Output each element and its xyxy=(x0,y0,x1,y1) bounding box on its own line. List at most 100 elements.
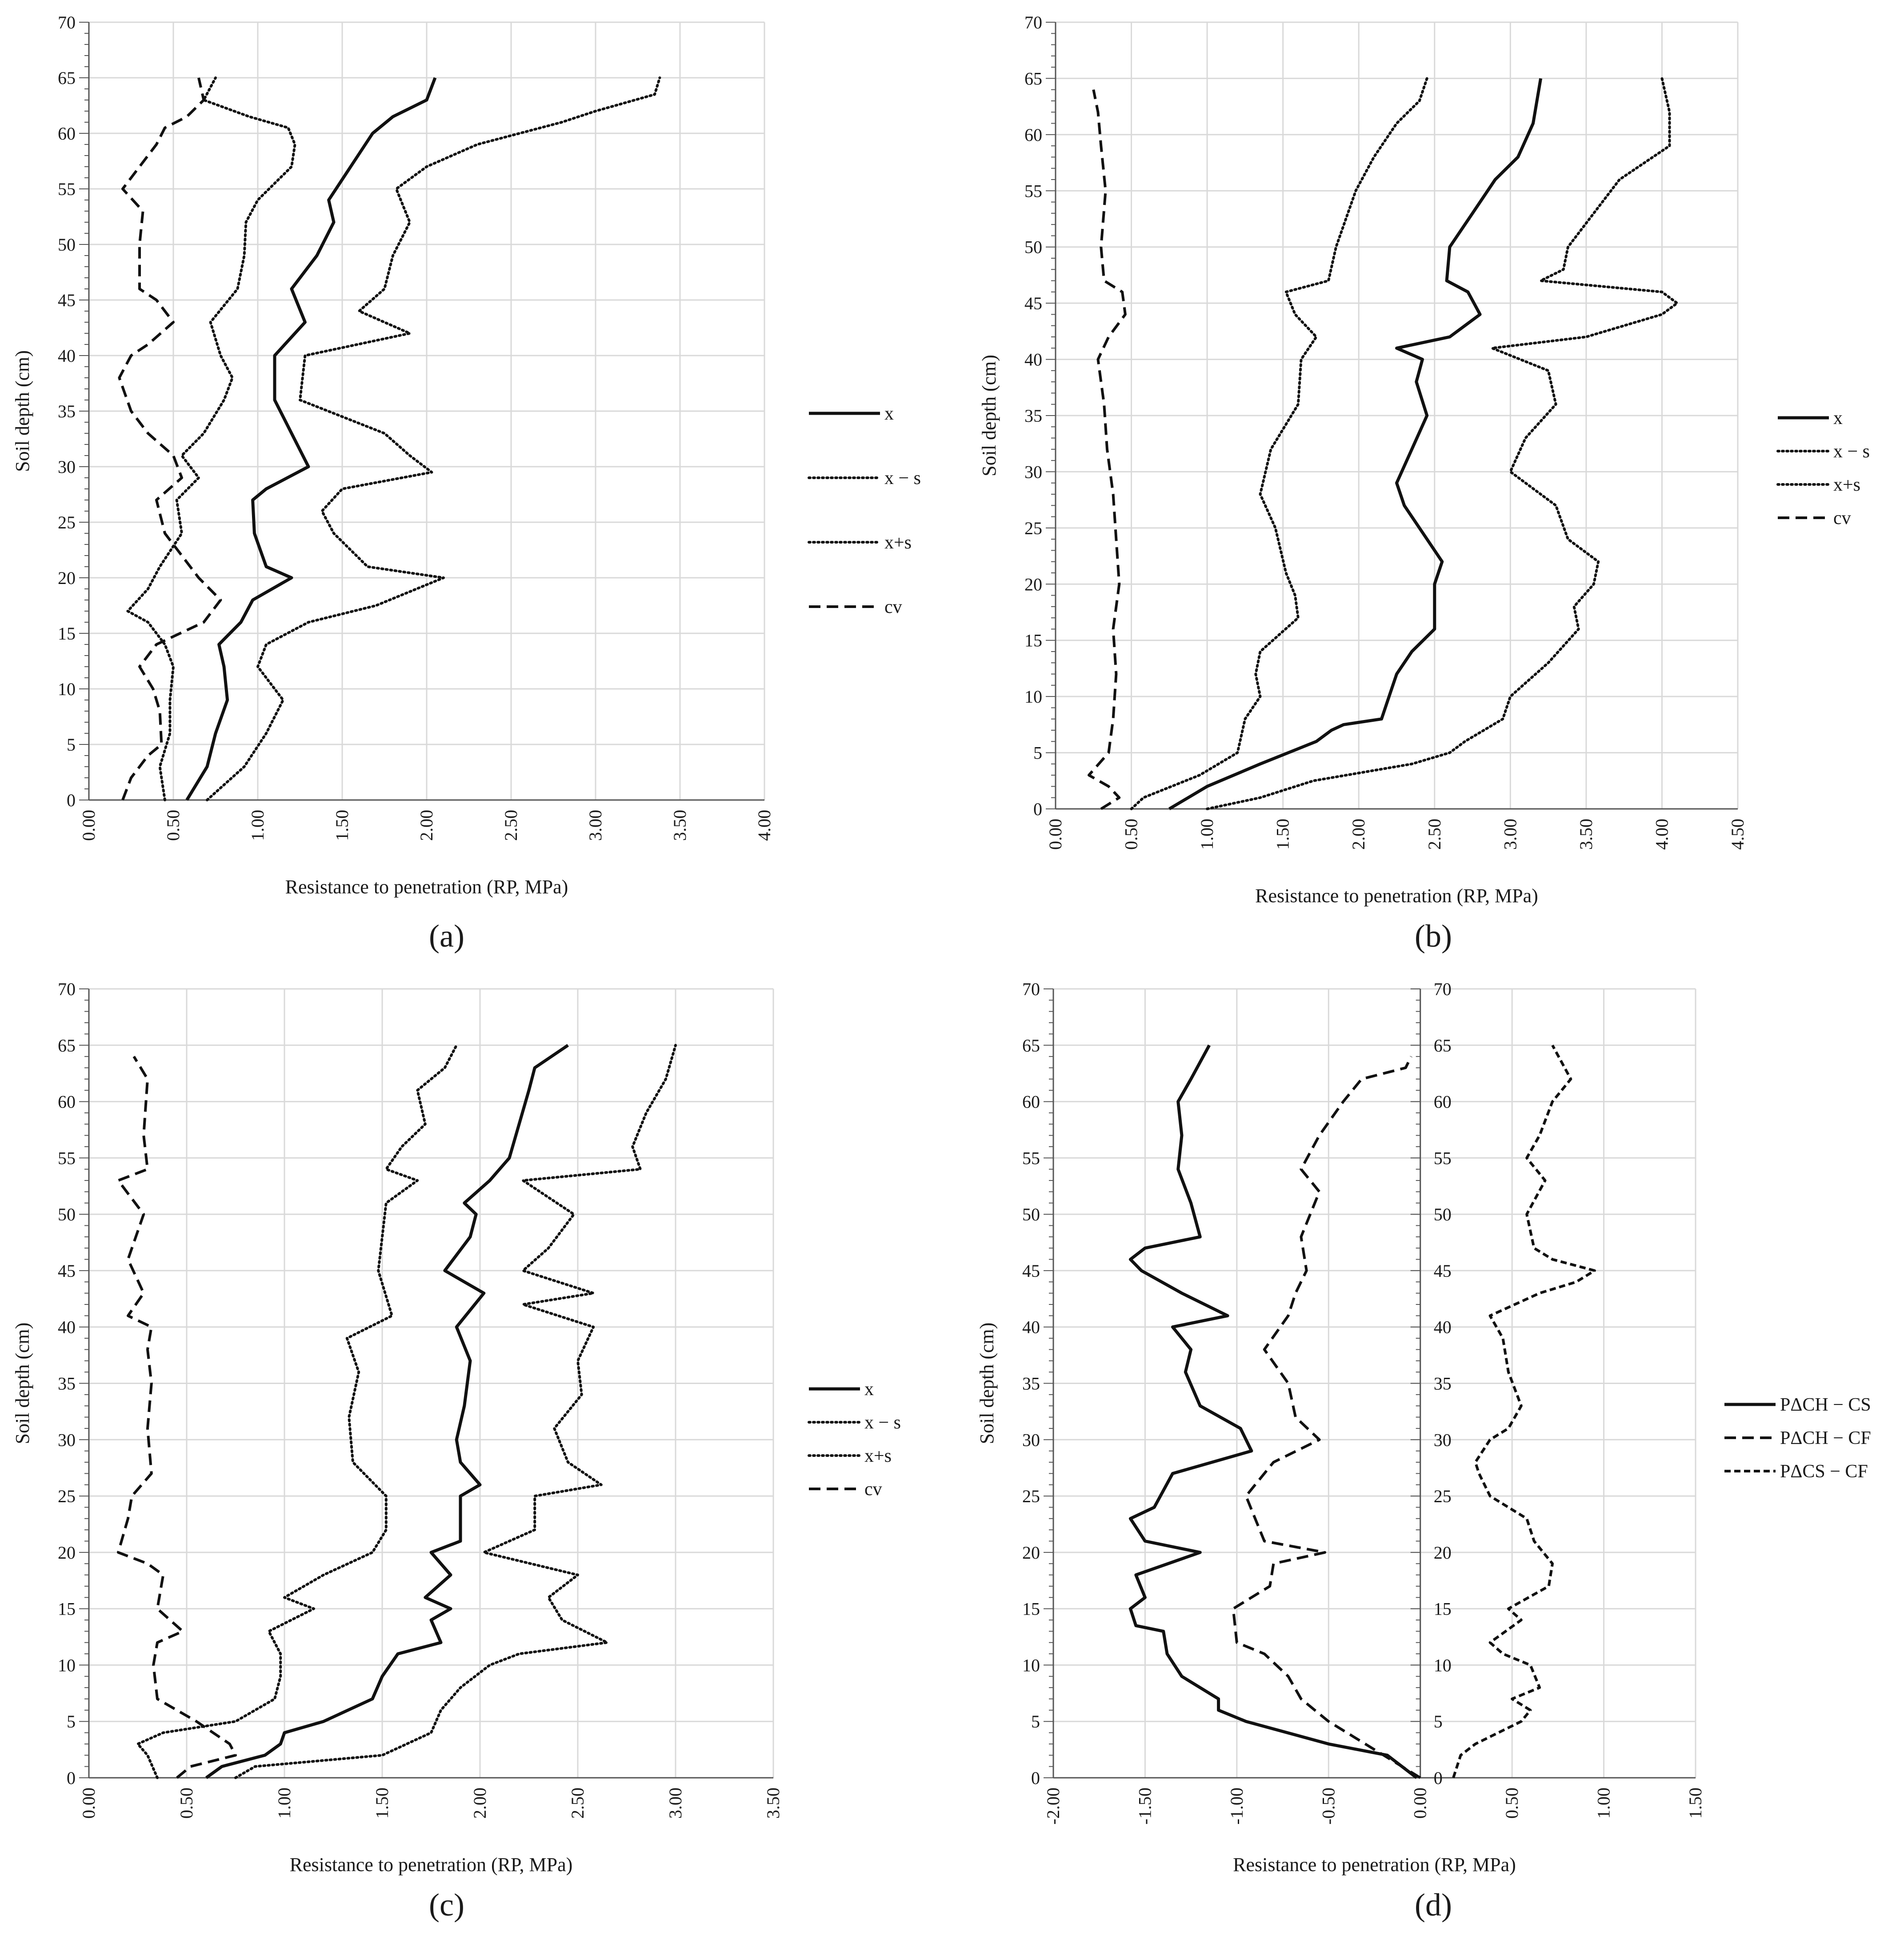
x-tick-label: 1.00 xyxy=(248,810,268,841)
legend-label: PΔCS − CF xyxy=(1780,1461,1868,1482)
y-tick-label: 40 xyxy=(58,346,76,366)
y-tick-label: 20 xyxy=(1024,574,1042,594)
x-tick-label: -0.50 xyxy=(1318,1788,1338,1824)
legend-label: x xyxy=(884,404,894,424)
y-tick-label: 20 xyxy=(1022,1543,1040,1563)
y-tick-label: 65 xyxy=(58,1036,76,1056)
y-tick-label: 60 xyxy=(58,124,76,144)
y-tick-label: 15 xyxy=(58,1599,76,1619)
series-line xyxy=(185,77,437,801)
x-tick-label: 0.50 xyxy=(1502,1788,1522,1819)
y-tick-label: 0 xyxy=(67,790,76,810)
zero-axis-tick-label: 55 xyxy=(1434,1148,1452,1168)
zero-axis-tick-label: 45 xyxy=(1434,1261,1452,1281)
y-tick-label: 5 xyxy=(1031,1712,1040,1732)
x-tick-label: 2.50 xyxy=(501,810,521,841)
series-line xyxy=(234,1044,677,1779)
y-tick-label: 35 xyxy=(58,401,76,421)
y-tick-label: 15 xyxy=(58,624,76,644)
x-axis-label: Resistance to penetration (RP, MPa) xyxy=(1255,885,1538,907)
y-tick-label: 10 xyxy=(1024,687,1042,707)
zero-axis-tick-label: 20 xyxy=(1434,1543,1452,1563)
y-tick-label: 50 xyxy=(58,1204,76,1224)
series-line xyxy=(136,1044,458,1779)
y-axis-label: Soil depth (cm) xyxy=(978,355,1000,476)
y-tick-label: 70 xyxy=(1024,12,1042,32)
zero-axis-tick-label: 70 xyxy=(1434,979,1452,999)
panel-d-chart: -2.00 -1.50 -1.00 -0.50 0.00 0.50 1.00 1.50 0 5 10… xyxy=(976,979,1871,1876)
legend-label: x xyxy=(864,1379,874,1400)
x-tick-label: 1.00 xyxy=(274,1788,294,1819)
panel-label-b: (b) xyxy=(1415,918,1452,954)
y-tick-label: 60 xyxy=(58,1092,76,1112)
x-tick-label: 0.00 xyxy=(1045,819,1065,850)
y-tick-label: 70 xyxy=(58,12,76,32)
x-tick-label: 0.50 xyxy=(176,1788,196,1819)
zero-axis-tick-label: 40 xyxy=(1434,1317,1452,1337)
x-tick-label: 3.00 xyxy=(585,810,605,841)
y-tick-label: 65 xyxy=(1024,68,1042,88)
x-tick-label: 2.00 xyxy=(1348,819,1368,850)
panel-label-d: (d) xyxy=(1415,1887,1452,1923)
y-tick-label: 40 xyxy=(1022,1317,1040,1337)
panel-b-chart: 0.00 0.50 1.00 1.50 2.00 2.50 3.00 3.50 4.00 4.50… xyxy=(978,12,1870,907)
y-tick-label: 60 xyxy=(1024,125,1042,145)
y-tick-label: 25 xyxy=(1022,1486,1040,1506)
panel-c-chart: 0.00 0.50 1.00 1.50 2.00 2.50 3.00 3.50 0 5 10 15 20… xyxy=(12,979,901,1876)
y-tick-label: 10 xyxy=(58,679,76,699)
series-line xyxy=(1232,1056,1421,1779)
x-tick-label: 2.50 xyxy=(568,1788,588,1819)
x-tick-label: 0.00 xyxy=(1410,1788,1430,1819)
y-tick-label: 50 xyxy=(58,235,76,255)
legend-label: x − s xyxy=(1833,441,1870,462)
y-tick-label: 30 xyxy=(58,1430,76,1450)
y-tick-label: 60 xyxy=(1022,1092,1040,1112)
x-tick-label: 1.50 xyxy=(1273,819,1293,850)
panel-a-chart: 0.00 0.50 1.00 1.50 2.00 2.50 3.00 3.50 4.00 0 5 10… xyxy=(12,12,921,898)
zero-axis-tick-label: 60 xyxy=(1434,1092,1452,1112)
y-tick-label: 25 xyxy=(1024,518,1042,538)
x-tick-label: 0.00 xyxy=(79,810,99,841)
y-tick-label: 0 xyxy=(1033,799,1042,819)
y-tick-label: 70 xyxy=(1022,979,1040,999)
x-axis-label: Resistance to penetration (RP, MPa) xyxy=(285,876,568,898)
series-line xyxy=(1128,1044,1418,1779)
y-tick-label: 35 xyxy=(58,1374,76,1394)
x-tick-label: 3.00 xyxy=(665,1788,685,1819)
y-tick-label: 35 xyxy=(1022,1374,1040,1394)
y-axis-label: Soil depth (cm) xyxy=(12,1323,33,1444)
zero-axis-tick-label: 0 xyxy=(1434,1768,1443,1788)
legend-label: cv xyxy=(1833,508,1851,528)
x-tick-label: -1.00 xyxy=(1227,1788,1247,1824)
y-tick-label: 65 xyxy=(1022,1036,1040,1056)
y-tick-label: 10 xyxy=(1022,1655,1040,1675)
legend-label: x+s xyxy=(864,1446,892,1466)
zero-axis-tick-label: 5 xyxy=(1434,1712,1443,1732)
legend-label: x − s xyxy=(884,468,921,488)
zero-axis-tick-label: 50 xyxy=(1434,1204,1452,1224)
x-tick-label: 0.00 xyxy=(79,1788,99,1819)
zero-axis-tick-label: 30 xyxy=(1434,1430,1452,1450)
x-tick-label: 1.00 xyxy=(1197,819,1217,850)
zero-axis-tick-label: 15 xyxy=(1434,1599,1452,1619)
y-tick-label: 20 xyxy=(58,1543,76,1563)
legend-label: cv xyxy=(864,1479,882,1500)
y-axis-label: Soil depth (cm) xyxy=(12,350,33,472)
y-tick-label: 30 xyxy=(1024,462,1042,482)
series-line xyxy=(1088,89,1127,810)
y-tick-label: 15 xyxy=(1022,1599,1040,1619)
series-line xyxy=(1206,77,1679,810)
series-line xyxy=(117,1056,237,1779)
zero-axis-tick-label: 65 xyxy=(1434,1036,1452,1056)
x-tick-label: 1.00 xyxy=(1594,1788,1614,1819)
x-tick-label: 3.50 xyxy=(763,1788,783,1819)
y-tick-label: 40 xyxy=(1024,350,1042,370)
series-line xyxy=(206,76,661,801)
y-tick-label: 35 xyxy=(1024,406,1042,426)
series-line xyxy=(118,77,222,801)
x-tick-label: 1.50 xyxy=(1685,1788,1705,1819)
x-tick-label: 1.50 xyxy=(372,1788,392,1819)
y-tick-label: 55 xyxy=(58,1148,76,1168)
series-line xyxy=(126,76,296,801)
